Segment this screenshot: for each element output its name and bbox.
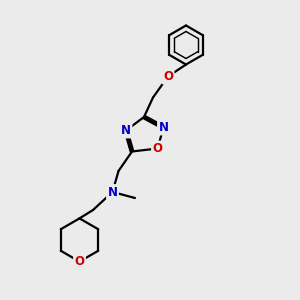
Text: N: N <box>107 185 118 199</box>
Text: O: O <box>152 142 163 155</box>
Text: N: N <box>158 121 169 134</box>
Text: O: O <box>163 70 173 83</box>
Text: N: N <box>121 124 131 137</box>
Text: O: O <box>74 255 85 268</box>
